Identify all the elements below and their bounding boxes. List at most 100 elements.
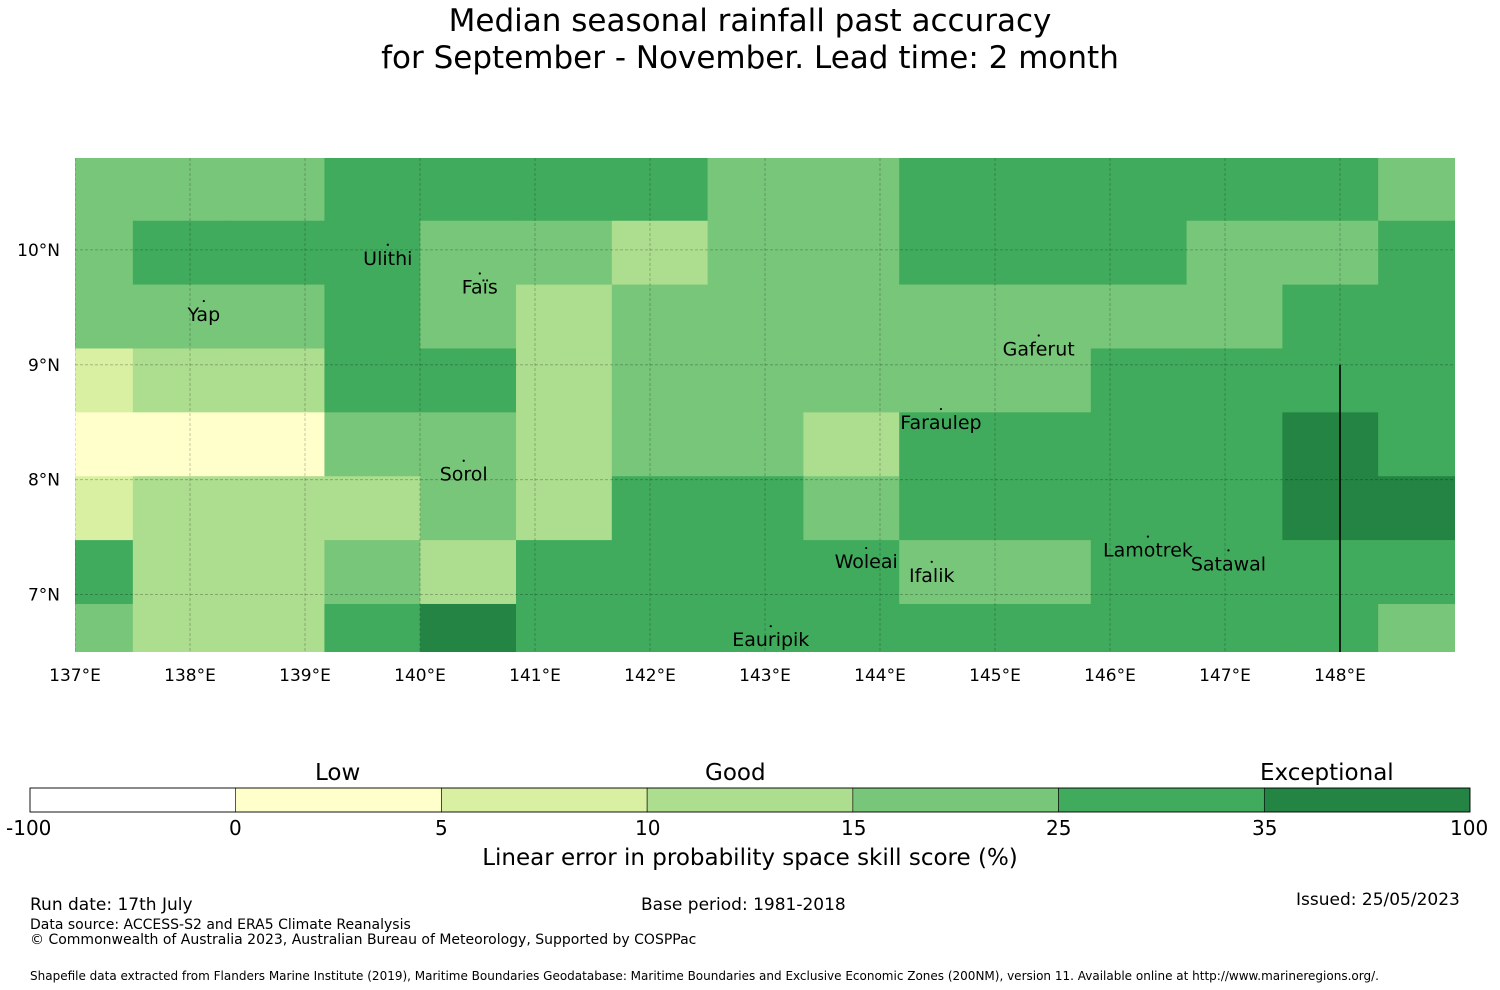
longitude-tick-label: 141°E [509, 666, 561, 686]
skill-cell [899, 476, 996, 541]
skill-cell [803, 158, 900, 222]
colorbar-tick: 35 [1252, 816, 1278, 840]
skill-cell [420, 348, 517, 413]
island-label: Ifalik [909, 565, 955, 587]
colorbar-tick: 100 [1450, 816, 1489, 840]
data-source: Data source: ACCESS-S2 and ERA5 Climate … [30, 917, 411, 933]
skill-cell [228, 540, 326, 605]
skill-cell [995, 412, 1092, 477]
skill-cell [707, 348, 805, 413]
longitude-tick-label: 143°E [739, 666, 791, 686]
colorbar-tick: 25 [1046, 816, 1072, 840]
latitude-tick-label: 9°N [28, 356, 60, 376]
skill-cell [707, 476, 805, 541]
island-marker [1227, 549, 1230, 552]
island-label: Eauripik [732, 629, 809, 651]
island-label: Sorol [440, 464, 488, 486]
issued-date: Issued: 25/05/2023 [1296, 890, 1460, 910]
island-marker [1146, 535, 1150, 538]
skill-cell [132, 158, 230, 222]
skill-cell [132, 603, 230, 652]
skill-cell [516, 348, 613, 413]
skill-cell [75, 284, 134, 350]
colorbar-segment [852, 787, 1059, 813]
skill-cell [1282, 220, 1379, 286]
island-label: Faïs [462, 276, 498, 298]
longitude-tick-label: 147°E [1199, 666, 1251, 686]
skill-cell [611, 476, 709, 541]
skill-cell [899, 348, 996, 413]
skill-cell [420, 412, 517, 477]
longitude-tick-label: 148°E [1314, 666, 1366, 686]
skill-cell [899, 603, 996, 652]
skill-cell [1378, 284, 1455, 350]
longitude-tick-label: 138°E [164, 666, 216, 686]
skill-cell [1090, 603, 1188, 652]
skill-cell [707, 603, 805, 652]
skill-cell [707, 540, 805, 605]
skill-cell [899, 284, 996, 350]
longitude-tick-label: 146°E [1084, 666, 1136, 686]
skill-cell [803, 412, 900, 477]
skill-cell [75, 476, 134, 541]
skill-cell [75, 220, 134, 286]
island-label: Yap [186, 304, 220, 326]
colorbar-segment [235, 787, 442, 813]
colorbar-segment [441, 787, 648, 813]
island-label: Woleai [835, 551, 898, 573]
skill-cell [1186, 284, 1283, 350]
skill-cell [228, 412, 326, 477]
skill-cell [1090, 412, 1188, 477]
skill-cell [1378, 476, 1455, 541]
skill-cell [1378, 220, 1455, 286]
island-marker [462, 459, 465, 462]
skill-cell [1186, 220, 1283, 286]
skill-cell [75, 348, 134, 413]
colorbar-frame [29, 787, 1471, 813]
skill-cell [995, 603, 1092, 652]
skill-cell [75, 158, 134, 222]
skill-cell [1282, 476, 1379, 541]
run-date: Run date: 17th July [30, 895, 193, 915]
skill-grid [75, 158, 1500, 732]
skill-cell [132, 348, 230, 413]
latitude-tick-label: 8°N [28, 471, 60, 491]
skill-cell [324, 603, 421, 652]
skill-cell [324, 540, 421, 605]
skill-cell [132, 220, 230, 286]
skill-cell [1474, 476, 1500, 540]
skill-cell [1186, 412, 1283, 477]
skill-cell [899, 220, 996, 286]
latitude-tick-label: 10°N [17, 241, 60, 261]
skill-cell [324, 284, 421, 350]
island-marker [930, 560, 933, 563]
skill-cell [420, 158, 517, 222]
skill-cell [132, 540, 230, 605]
skill-cell [1090, 158, 1188, 222]
skill-cell [1282, 603, 1379, 652]
skill-cell [516, 412, 613, 477]
island-marker [865, 546, 868, 550]
skill-cell [1378, 668, 1474, 732]
skill-cell [611, 412, 709, 477]
skill-cell [1186, 476, 1283, 541]
skill-cell [1282, 540, 1379, 605]
longitude-tick-label: 142°E [624, 666, 676, 686]
island-label: Lamotrek [1103, 540, 1193, 562]
skill-cell [324, 476, 421, 541]
skill-cell [1090, 476, 1188, 541]
skill-cell [1378, 412, 1455, 477]
skill-cell [995, 476, 1092, 541]
island-marker [939, 407, 943, 411]
skill-cell [1090, 220, 1188, 286]
skill-cell [228, 284, 326, 350]
skill-cell [420, 220, 517, 286]
skill-cell [1378, 603, 1455, 652]
skill-cell [228, 476, 326, 541]
skill-cell [1090, 348, 1188, 413]
skill-cell [1282, 284, 1379, 350]
colorbar-tick: 15 [841, 816, 867, 840]
skill-cell [611, 220, 709, 286]
skill-cell [1282, 412, 1379, 477]
colorbar-label: Linear error in probability space skill … [482, 845, 1018, 871]
